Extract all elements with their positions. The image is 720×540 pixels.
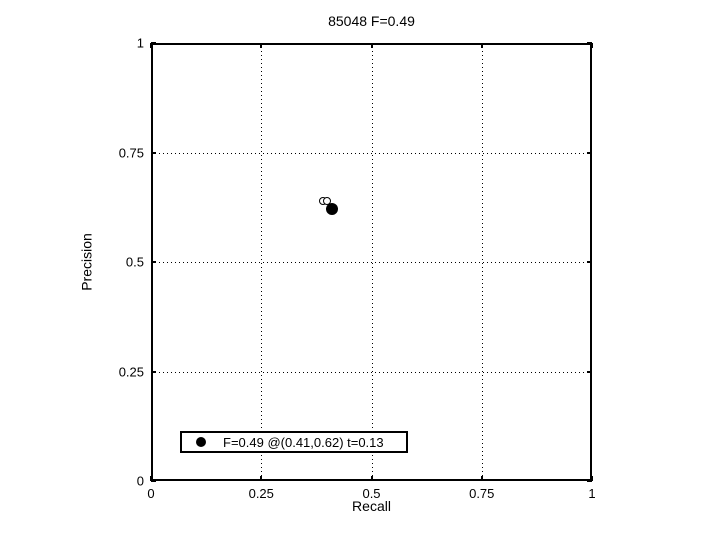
y-tick-mark [587, 151, 592, 154]
x-tick-label: 0.75 [469, 486, 495, 501]
x-tick-label: 1 [588, 486, 596, 501]
y-tick-mark [151, 261, 156, 263]
x-tick-mark [370, 476, 373, 481]
gridline-vertical [481, 43, 483, 481]
gridline-horizontal [151, 262, 592, 263]
x-tick-mark [260, 476, 263, 481]
y-axis-label: Precision [78, 233, 95, 291]
y-tick-label: 1 [136, 35, 144, 51]
y-tick-mark [587, 370, 592, 373]
x-tick-label: 0.5 [362, 486, 381, 501]
x-tick-mark [260, 43, 263, 48]
x-tick-mark [370, 43, 373, 48]
data-point-best-f-score-point [325, 203, 338, 216]
chart-title: 85048 F=0.49 [328, 13, 415, 29]
x-tick-mark [150, 476, 152, 481]
x-tick-mark [480, 476, 483, 481]
gridline-horizontal [151, 152, 592, 154]
legend-entry-label: F=0.49 @(0.41,0.62) t=0.13 [223, 434, 384, 450]
y-tick-mark [151, 480, 156, 482]
x-tick-mark [591, 476, 593, 481]
x-tick-label: 0 [147, 486, 155, 501]
x-tick-mark [591, 43, 593, 48]
x-tick-mark [480, 43, 483, 48]
y-tick-mark [587, 480, 592, 482]
y-tick-mark [151, 151, 156, 154]
x-tick-mark [150, 43, 152, 48]
y-tick-label: 0.25 [118, 364, 144, 379]
legend-box: F=0.49 @(0.41,0.62) t=0.13 [180, 431, 408, 453]
y-tick-label: 0.5 [125, 254, 144, 270]
plot-area: 0 0 0.25 0.25 0.5 0.5 0.75 0.75 1 1 [119, 37, 596, 501]
y-tick-mark [151, 370, 156, 373]
filled-circle-marker-icon [196, 437, 206, 447]
y-tick-mark [587, 261, 592, 263]
y-tick-label: 0 [136, 473, 144, 489]
y-tick-label: 0.75 [118, 145, 144, 160]
x-axis-label: Recall [352, 498, 391, 514]
x-tick-label: 0.25 [248, 486, 274, 501]
y-tick-mark [587, 42, 592, 44]
y-tick-mark [151, 42, 156, 44]
